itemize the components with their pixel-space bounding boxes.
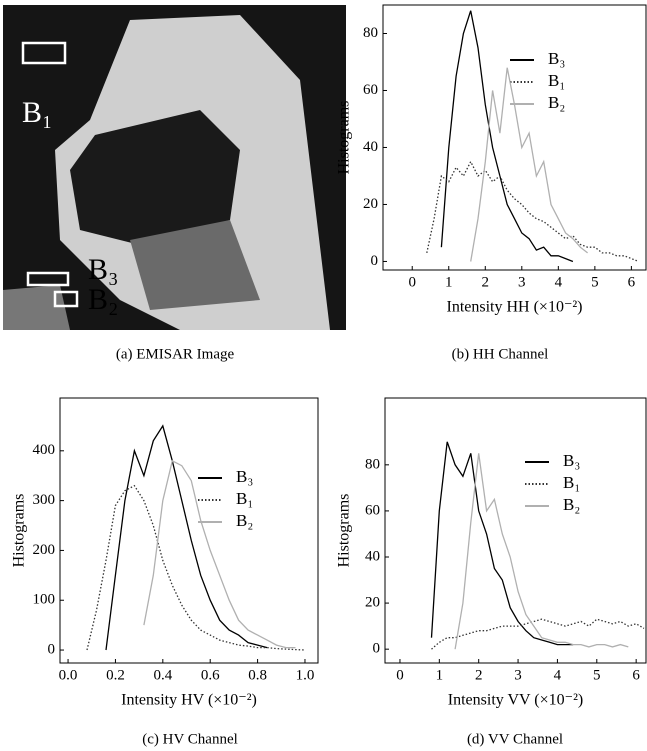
image-region [70,110,240,245]
y-tick-label: 0 [373,641,381,657]
x-tick-label: 4 [555,274,563,290]
legend-label: B₃ [548,49,565,68]
x-tick-label: 0 [396,667,404,683]
region-box [53,290,79,308]
series-line [86,484,306,651]
x-tick-label: 0.6 [201,667,220,683]
series-line [105,424,268,651]
y-axis-label: Histograms [11,494,28,568]
y-axis-label: Histograms [336,101,353,175]
series-line [431,618,645,650]
region-label: B₃ [88,253,118,286]
region-label: B₂ [88,283,118,316]
x-tick-label: 2 [475,667,483,683]
series-line [143,459,296,649]
y-tick-label: 40 [365,548,380,564]
y-axis-label: Histograms [336,494,353,568]
region-box [21,41,67,65]
legend-label: B₁ [236,489,253,508]
legend-label: B₁ [563,473,580,492]
series-line [430,441,574,646]
image-region [3,285,70,330]
x-tick-label: 0.0 [59,667,78,683]
caption: (b) HH Channel [452,346,549,362]
legend-label: B₃ [563,451,580,470]
series-line [454,453,629,650]
image-region [130,220,260,310]
y-tick-label: 80 [363,25,378,41]
x-tick-label: 0.8 [248,667,267,683]
legend-label: B₃ [236,467,253,486]
x-tick-label: 1.0 [296,667,315,683]
x-tick-label: 0.4 [153,667,172,683]
legend-label: B₁ [548,71,565,90]
y-tick-label: 20 [363,196,378,212]
series-line [470,67,589,262]
series-line [426,160,639,263]
x-tick-label: 5 [591,274,599,290]
y-tick-label: 0 [371,253,379,269]
region-box [26,271,70,287]
plot-frame [59,397,319,664]
region-label: B₁ [22,96,52,129]
plot-frame [382,4,647,271]
x-tick-label: 1 [445,274,453,290]
x-axis-label: Intensity VV (×10⁻²) [448,692,583,709]
x-tick-label: 3 [514,667,522,683]
x-tick-label: 2 [482,274,490,290]
y-tick-label: 0 [48,641,56,657]
caption: (d) VV Channel [467,731,563,747]
caption: (a) EMISAR Image [116,346,235,362]
chart: 0.0 0.2 0.4 0.6 0.8 1.0 0 100 200 300 400 Histogram… [11,397,319,747]
y-tick-label: 60 [363,82,378,98]
legend-label: B₂ [563,495,580,514]
y-tick-label: 200 [33,542,56,558]
x-tick-label: 3 [518,274,526,290]
x-tick-label: 0.2 [106,667,125,683]
x-tick-label: 5 [593,667,601,683]
legend-label: B₂ [548,93,565,112]
y-tick-label: 20 [365,595,380,611]
caption: (c) HV Channel [142,731,238,747]
y-tick-label: 300 [33,492,56,508]
y-tick-label: 100 [33,592,56,608]
x-tick-label: 0 [408,274,416,290]
series-line [440,10,574,263]
x-axis-label: Intensity HH (×10⁻²) [446,299,582,316]
x-tick-label: 6 [632,667,640,683]
y-tick-label: 400 [33,442,56,458]
y-tick-label: 40 [363,139,378,155]
plot-frame [384,397,647,664]
x-axis-label: Intensity HV (×10⁻²) [121,692,257,709]
x-tick-label: 1 [436,667,444,683]
x-tick-label: 4 [554,667,562,683]
legend-label: B₂ [236,511,253,530]
y-tick-label: 80 [365,456,380,472]
image-panel: B₁ B₃ B₂ (a) EMISAR Image [3,5,346,362]
x-tick-label: 6 [628,274,636,290]
y-tick-label: 60 [365,502,380,518]
